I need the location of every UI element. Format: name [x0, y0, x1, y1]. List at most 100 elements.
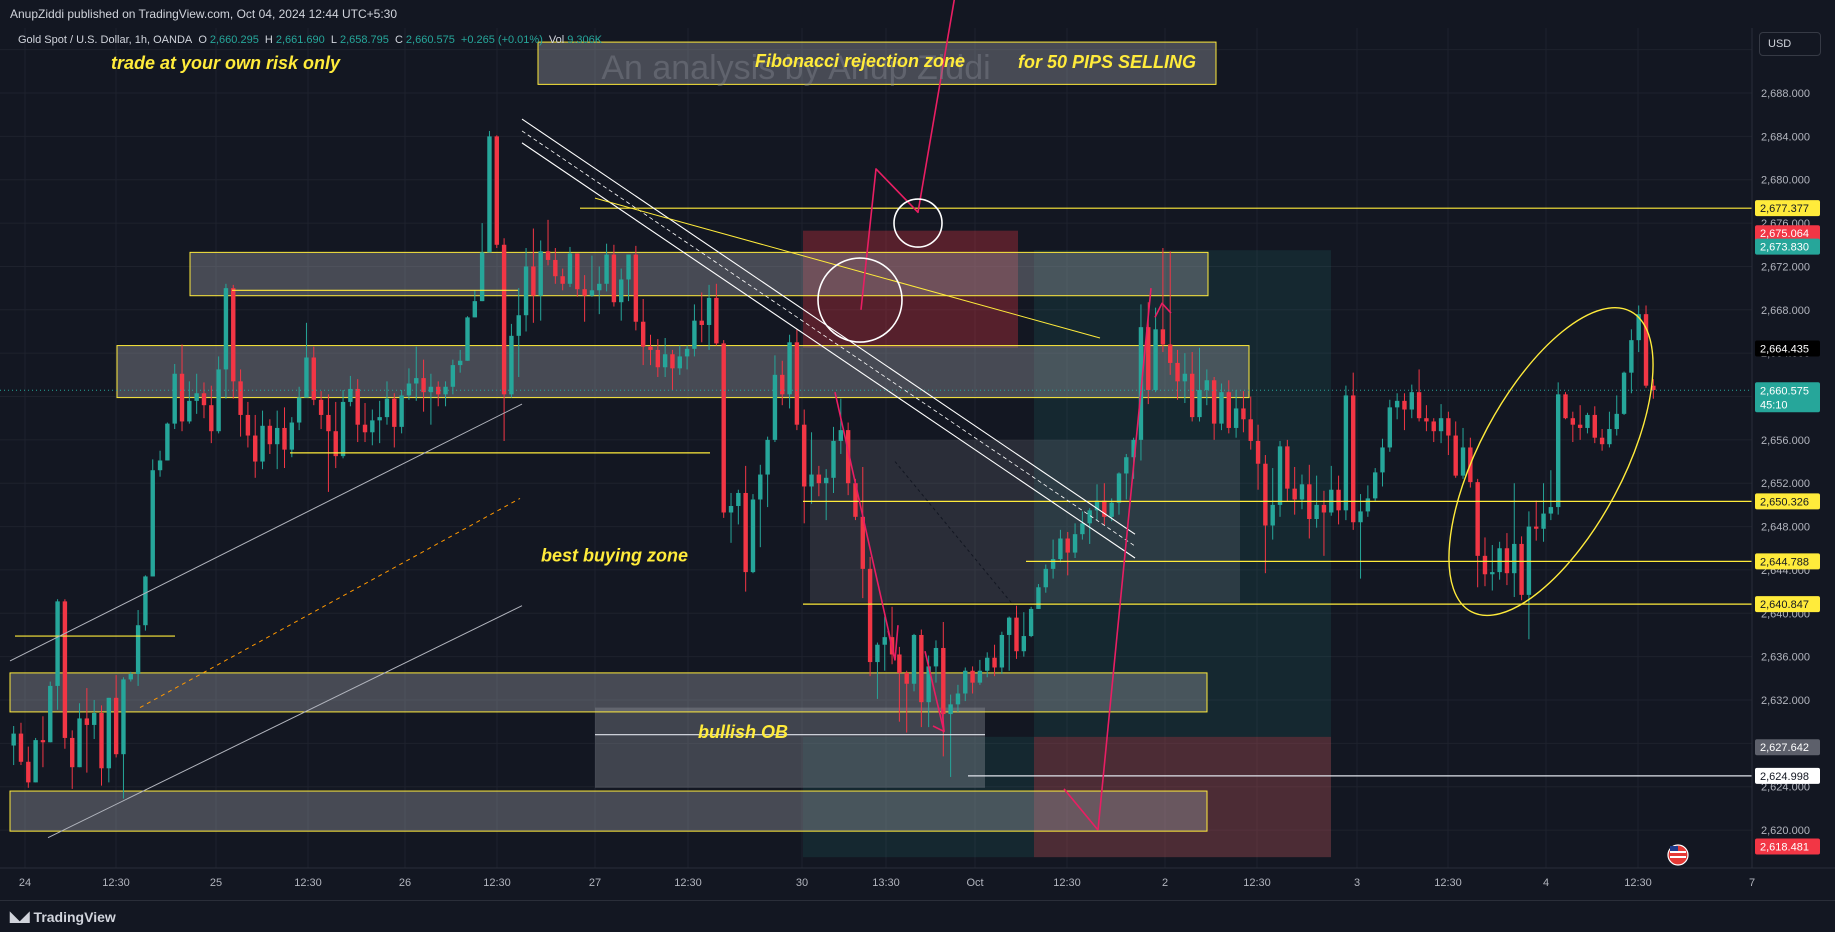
price-axis[interactable]: 2,692.0002,688.0002,684.0002,680.0002,67… — [1751, 28, 1820, 868]
candle-body — [1460, 447, 1466, 476]
candle-body — [1387, 407, 1393, 448]
candle-body — [809, 474, 814, 487]
candle-body — [553, 259, 558, 277]
time-axis[interactable]: 24 12:30 25 12:30 26 12:30 27 12:30 30 13:30 Oct 12… — [0, 867, 1835, 889]
symbol-name[interactable]: Gold Spot / U.S. Dollar, 1h, OANDA — [18, 34, 193, 46]
candle-body — [1087, 510, 1092, 524]
y-tick-label: 2,668.000 — [1761, 305, 1810, 317]
x-tick-label: 7 — [1749, 877, 1755, 889]
candle-body — [823, 477, 829, 484]
x-tick-label: 12:30 — [1243, 877, 1271, 889]
y-tick-label: 2,648.000 — [1761, 522, 1810, 534]
candle-body — [1131, 439, 1136, 458]
channel-upper — [521, 118, 1136, 535]
x-tick-label: 12:30 — [483, 877, 511, 889]
candle-body — [1424, 418, 1429, 422]
candle-body — [531, 266, 536, 296]
candle-body — [370, 420, 375, 433]
candle-body — [626, 254, 631, 280]
candle-body — [919, 634, 924, 703]
x-tick-label: 30 — [796, 877, 808, 889]
candle-body — [1255, 440, 1261, 464]
candle-body — [1497, 548, 1502, 573]
candle-body — [838, 430, 844, 441]
candle-body — [582, 289, 587, 296]
candle-body — [121, 679, 126, 755]
currency-button[interactable]: USD — [1759, 32, 1821, 56]
candle-body — [1277, 446, 1283, 505]
candle-body — [1614, 413, 1619, 430]
gray-zone — [810, 439, 1240, 603]
candle-body — [1160, 329, 1166, 345]
annotation-zones — [9, 41, 1331, 858]
price-chart[interactable]: An analysis by Anup Ziddi trade at your … — [0, 0, 1835, 900]
candle-body — [977, 670, 983, 683]
candle-body — [1336, 489, 1341, 511]
candle-body — [91, 713, 97, 725]
price-label: 2,677.377 — [1755, 200, 1820, 217]
candle-body — [70, 737, 75, 768]
annotation-text: Fibonacci rejection zone — [755, 51, 965, 71]
candle-body — [1314, 504, 1319, 519]
x-tick-label: 12:30 — [674, 877, 702, 889]
candle-body — [1643, 314, 1649, 386]
candle-body — [1204, 380, 1210, 391]
price-label: 2,673.830 — [1755, 238, 1820, 255]
candle-body — [1065, 538, 1070, 553]
candle-body — [201, 393, 207, 406]
candle-body — [501, 244, 507, 395]
candle-body — [472, 301, 478, 318]
candle-body — [1248, 419, 1253, 441]
candle-body — [1175, 362, 1180, 382]
candle-body — [421, 378, 426, 393]
annotation-text: best buying zone — [541, 545, 688, 565]
candle-body — [436, 386, 441, 395]
candle-body — [655, 349, 661, 368]
price-label-text: 2,627.642 — [1760, 742, 1809, 754]
symbol-legend[interactable]: Gold Spot / U.S. Dollar, 1h, OANDA O 2,66… — [18, 34, 605, 46]
price-label-text: 2,644.788 — [1760, 556, 1809, 568]
candle-body — [948, 704, 953, 715]
arrow-head — [887, 625, 899, 661]
candle-body — [1475, 482, 1480, 556]
price-label: 2,664.435 — [1755, 340, 1820, 357]
candle-body — [1592, 414, 1597, 438]
us-flag-icon[interactable] — [1667, 844, 1689, 866]
candle-body — [18, 733, 24, 762]
candle-body — [245, 414, 251, 436]
price-label: 2,650.326 — [1755, 493, 1820, 510]
x-tick-label: 2 — [1162, 877, 1168, 889]
tradingview-logo[interactable]: ◣◢ TradingView — [10, 908, 116, 925]
tradingview-icon: ◣◢ — [10, 908, 29, 924]
candle-body — [758, 474, 763, 500]
candle-body — [406, 383, 412, 396]
arrow-head — [932, 708, 945, 733]
x-tick-label: 26 — [399, 877, 411, 889]
candle-body — [882, 637, 887, 645]
candle-body — [348, 388, 353, 402]
rejection-circle — [817, 257, 903, 343]
candle-body — [48, 685, 53, 743]
candle-body — [267, 425, 273, 445]
candle-body — [165, 423, 170, 461]
support-trendline-lower — [47, 605, 523, 839]
candle-body — [487, 136, 492, 253]
candle-body — [209, 405, 214, 432]
candle-body — [677, 356, 682, 369]
close-label: C — [394, 34, 403, 46]
volume-value: 9.306K — [567, 34, 603, 46]
candle-body — [1351, 395, 1356, 523]
candle-body — [377, 417, 382, 421]
candle-body — [238, 381, 243, 415]
candle-body — [179, 373, 185, 422]
candle-body — [867, 568, 873, 663]
candle-body — [619, 279, 624, 303]
candle-body — [1482, 555, 1488, 575]
candle-body — [187, 400, 192, 422]
candle-body — [135, 625, 141, 674]
candle-body — [1146, 327, 1151, 391]
candle-body — [897, 654, 902, 673]
candle-body — [1585, 414, 1590, 428]
y-tick-label: 2,624.000 — [1761, 782, 1810, 794]
candle-body — [721, 343, 726, 513]
